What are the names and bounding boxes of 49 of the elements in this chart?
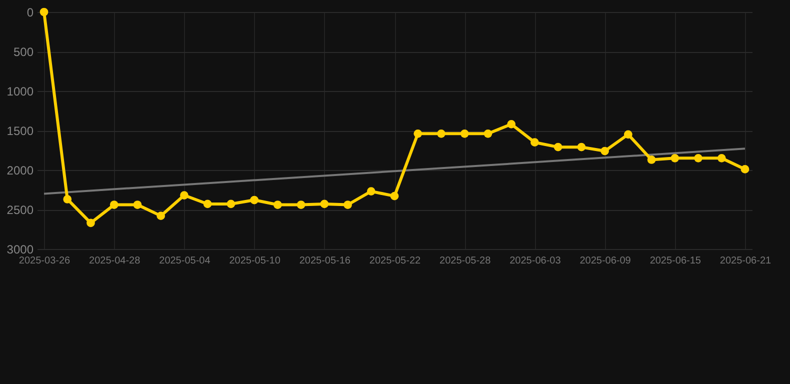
y-tick-label: 3000 [6,242,34,256]
point [344,200,352,209]
x-tick-label: 2025-05-10 [229,256,281,266]
point [437,129,446,138]
point [414,129,422,138]
y-tick-label: 500 [13,45,34,59]
point [273,200,282,209]
point [86,218,95,228]
point [577,142,586,152]
point [460,129,469,138]
point [530,138,539,147]
point [717,154,726,162]
point [40,8,48,16]
y-tick-label: 1500 [6,124,34,138]
y-tick-label: 0 [26,6,34,20]
point [507,120,516,128]
point [484,129,492,138]
point [740,165,750,174]
x-tick-label: 2025-05-16 [299,256,351,266]
point [694,154,702,162]
x-tick-label: 2025-05-22 [369,256,422,266]
point [203,200,212,208]
x-tick-label: 2025-06-03 [510,256,562,266]
point [600,146,609,156]
y-tick-label: 2000 [6,164,34,178]
point [133,200,142,209]
x-tick-label: 2025-06-09 [580,256,632,266]
point [647,156,656,164]
point [156,212,166,220]
point [320,200,329,208]
point [250,196,258,204]
point [180,191,188,200]
x-tick-label: 2025-05-04 [159,256,211,266]
x-tick-label: 2025-05-28 [440,256,492,266]
point [110,200,118,209]
point [390,192,399,200]
point [624,130,632,139]
point [366,187,376,196]
y-tick-label: 1000 [6,84,34,98]
point [554,142,562,152]
point [226,200,236,208]
point [670,154,680,162]
point [63,195,72,204]
x-tick-label: 2025-03-26 [18,256,71,266]
y-tick-label: 2500 [6,203,34,217]
x-tick-label: 2025-04-28 [89,256,141,266]
x-tick-label: 2025-06-21 [720,256,772,266]
x-tick-label: 2025-06-15 [650,256,702,266]
point [296,200,306,209]
